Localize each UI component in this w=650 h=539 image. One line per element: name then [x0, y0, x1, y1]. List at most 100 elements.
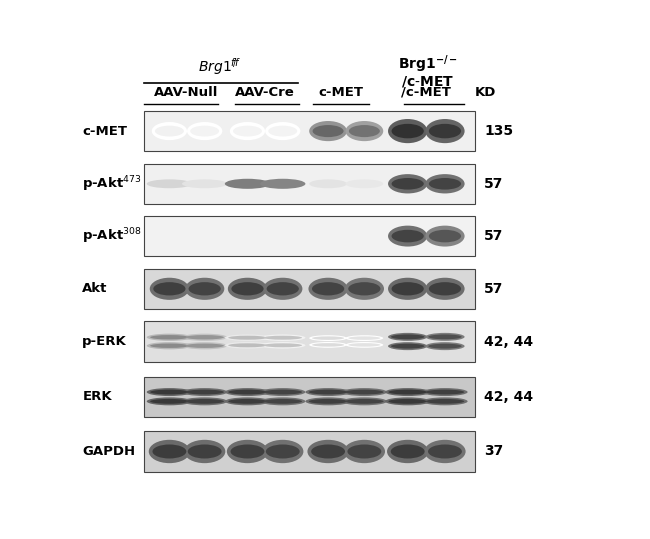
Ellipse shape — [388, 226, 427, 246]
Ellipse shape — [425, 333, 465, 341]
Ellipse shape — [345, 390, 384, 395]
Ellipse shape — [309, 399, 347, 404]
Ellipse shape — [429, 178, 461, 190]
Ellipse shape — [389, 399, 427, 404]
Ellipse shape — [260, 388, 306, 396]
Ellipse shape — [182, 334, 228, 341]
Ellipse shape — [428, 334, 462, 339]
Ellipse shape — [263, 336, 302, 340]
Ellipse shape — [309, 179, 347, 188]
Ellipse shape — [388, 119, 427, 143]
Text: 42, 44: 42, 44 — [484, 390, 534, 404]
Ellipse shape — [425, 226, 465, 246]
Text: /c-MET: /c-MET — [402, 86, 451, 99]
Ellipse shape — [185, 278, 224, 300]
Ellipse shape — [385, 388, 430, 396]
Ellipse shape — [391, 344, 424, 349]
Ellipse shape — [311, 181, 345, 186]
Text: KD: KD — [474, 86, 496, 99]
Ellipse shape — [309, 335, 347, 341]
Ellipse shape — [185, 343, 224, 348]
Ellipse shape — [227, 181, 268, 187]
Ellipse shape — [348, 343, 380, 347]
Ellipse shape — [147, 179, 192, 188]
Ellipse shape — [387, 440, 428, 463]
Text: AAV-Null: AAV-Null — [154, 86, 218, 99]
Ellipse shape — [225, 342, 270, 349]
Ellipse shape — [187, 122, 222, 140]
Ellipse shape — [348, 282, 380, 295]
Ellipse shape — [342, 397, 387, 405]
Ellipse shape — [312, 343, 344, 347]
Ellipse shape — [422, 397, 467, 405]
Ellipse shape — [306, 388, 351, 396]
Ellipse shape — [429, 124, 461, 139]
Ellipse shape — [345, 335, 384, 341]
Ellipse shape — [263, 343, 302, 347]
Ellipse shape — [153, 445, 187, 459]
Ellipse shape — [147, 397, 192, 405]
Ellipse shape — [184, 181, 225, 186]
Ellipse shape — [309, 342, 347, 348]
Ellipse shape — [429, 230, 461, 243]
Ellipse shape — [347, 181, 382, 186]
Text: 37: 37 — [484, 445, 504, 459]
FancyBboxPatch shape — [144, 216, 475, 256]
Text: $\mathbf{/c\text{-}MET}$: $\mathbf{/c\text{-}MET}$ — [401, 74, 454, 89]
Ellipse shape — [425, 119, 465, 143]
Ellipse shape — [424, 440, 465, 463]
Ellipse shape — [150, 335, 188, 340]
Ellipse shape — [426, 399, 464, 404]
Ellipse shape — [225, 388, 270, 396]
Ellipse shape — [147, 342, 192, 349]
FancyBboxPatch shape — [144, 268, 475, 309]
Ellipse shape — [388, 278, 427, 300]
Ellipse shape — [309, 390, 347, 395]
Text: 57: 57 — [484, 177, 504, 191]
Ellipse shape — [182, 388, 228, 396]
Ellipse shape — [153, 282, 185, 295]
Ellipse shape — [385, 397, 430, 405]
Ellipse shape — [147, 388, 192, 396]
Ellipse shape — [429, 282, 461, 295]
Ellipse shape — [313, 125, 344, 137]
Ellipse shape — [147, 334, 192, 341]
Ellipse shape — [345, 121, 384, 141]
Ellipse shape — [266, 282, 299, 295]
Ellipse shape — [150, 278, 189, 300]
Ellipse shape — [182, 397, 228, 405]
Ellipse shape — [228, 343, 266, 347]
Text: c-MET: c-MET — [318, 86, 363, 99]
Text: AAV-Cre: AAV-Cre — [235, 86, 295, 99]
Ellipse shape — [391, 282, 424, 295]
Ellipse shape — [184, 440, 226, 463]
Ellipse shape — [391, 178, 424, 190]
Ellipse shape — [263, 390, 302, 395]
Ellipse shape — [344, 278, 384, 300]
Ellipse shape — [150, 399, 188, 404]
Ellipse shape — [228, 336, 266, 340]
Text: 57: 57 — [484, 282, 504, 296]
Text: 135: 135 — [484, 124, 514, 138]
Text: p-Akt$^{308}$: p-Akt$^{308}$ — [83, 226, 142, 246]
Ellipse shape — [344, 440, 385, 463]
Text: $\it{Brg1}^{f\!/\!f}$: $\it{Brg1}^{f\!/\!f}$ — [198, 56, 241, 77]
Ellipse shape — [231, 282, 264, 295]
Ellipse shape — [263, 399, 302, 404]
Ellipse shape — [260, 334, 306, 341]
Ellipse shape — [188, 445, 222, 459]
Ellipse shape — [262, 440, 304, 463]
Ellipse shape — [345, 342, 384, 348]
Ellipse shape — [348, 336, 380, 340]
Ellipse shape — [391, 230, 424, 243]
Ellipse shape — [309, 278, 348, 300]
Ellipse shape — [185, 390, 224, 395]
Ellipse shape — [425, 174, 465, 194]
FancyBboxPatch shape — [144, 164, 475, 204]
Ellipse shape — [342, 388, 387, 396]
Ellipse shape — [312, 336, 344, 340]
FancyBboxPatch shape — [144, 321, 475, 362]
Ellipse shape — [225, 334, 270, 341]
Text: GAPDH: GAPDH — [83, 445, 135, 458]
Ellipse shape — [422, 388, 467, 396]
